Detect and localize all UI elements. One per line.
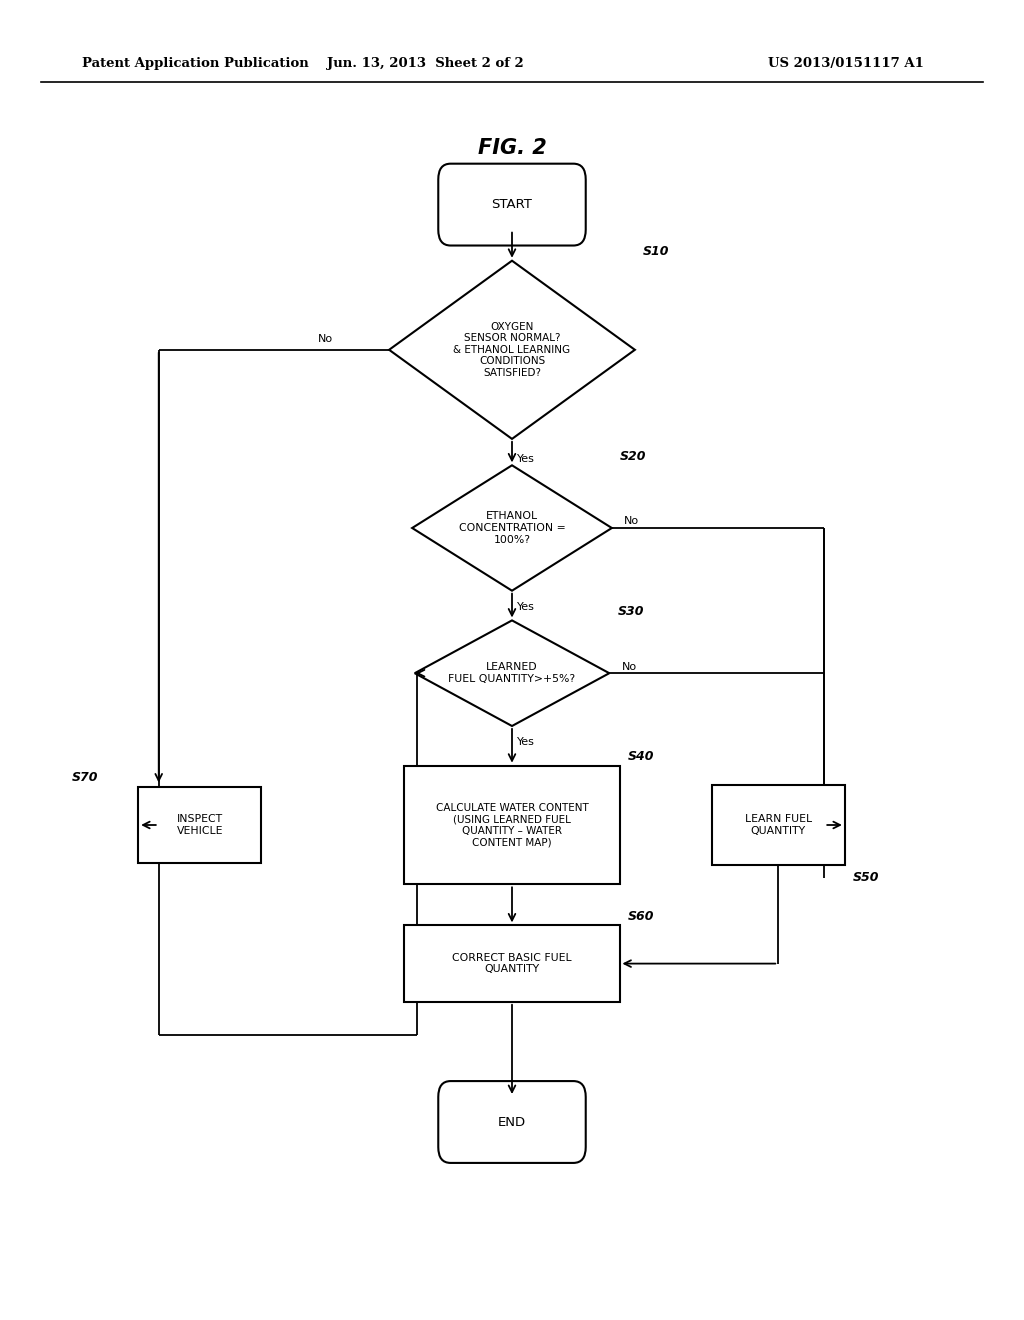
- Polygon shape: [415, 620, 609, 726]
- Text: CORRECT BASIC FUEL
QUANTITY: CORRECT BASIC FUEL QUANTITY: [453, 953, 571, 974]
- Text: FIG. 2: FIG. 2: [477, 137, 547, 158]
- Text: Jun. 13, 2013  Sheet 2 of 2: Jun. 13, 2013 Sheet 2 of 2: [327, 57, 523, 70]
- FancyBboxPatch shape: [138, 787, 261, 863]
- Text: OXYGEN
SENSOR NORMAL?
& ETHANOL LEARNING
CONDITIONS
SATISFIED?: OXYGEN SENSOR NORMAL? & ETHANOL LEARNING…: [454, 322, 570, 378]
- Text: LEARN FUEL
QUANTITY: LEARN FUEL QUANTITY: [744, 814, 812, 836]
- FancyBboxPatch shape: [438, 1081, 586, 1163]
- Text: S50: S50: [853, 871, 880, 884]
- Text: END: END: [498, 1115, 526, 1129]
- Text: CALCULATE WATER CONTENT
(USING LEARNED FUEL
QUANTITY – WATER
CONTENT MAP): CALCULATE WATER CONTENT (USING LEARNED F…: [435, 803, 589, 847]
- Text: S10: S10: [643, 246, 670, 259]
- Text: S40: S40: [628, 750, 654, 763]
- Text: S60: S60: [628, 909, 654, 923]
- Text: No: No: [317, 334, 333, 345]
- Text: No: No: [622, 661, 637, 672]
- Text: S30: S30: [617, 605, 644, 618]
- FancyBboxPatch shape: [712, 785, 845, 865]
- Text: LEARNED
FUEL QUANTITY>+5%?: LEARNED FUEL QUANTITY>+5%?: [449, 663, 575, 684]
- Text: Patent Application Publication: Patent Application Publication: [82, 57, 308, 70]
- Polygon shape: [389, 261, 635, 438]
- Text: INSPECT
VEHICLE: INSPECT VEHICLE: [176, 814, 223, 836]
- FancyBboxPatch shape: [404, 766, 620, 884]
- Text: Yes: Yes: [517, 602, 535, 611]
- Text: Yes: Yes: [517, 737, 535, 747]
- Text: S20: S20: [621, 450, 646, 463]
- Text: START: START: [492, 198, 532, 211]
- Text: S70: S70: [72, 771, 98, 784]
- Text: Yes: Yes: [517, 454, 535, 463]
- Text: ETHANOL
CONCENTRATION =
100%?: ETHANOL CONCENTRATION = 100%?: [459, 511, 565, 545]
- FancyBboxPatch shape: [438, 164, 586, 246]
- Text: US 2013/0151117 A1: US 2013/0151117 A1: [768, 57, 924, 70]
- FancyBboxPatch shape: [404, 925, 620, 1002]
- Text: No: No: [625, 516, 639, 527]
- Polygon shape: [412, 466, 612, 591]
